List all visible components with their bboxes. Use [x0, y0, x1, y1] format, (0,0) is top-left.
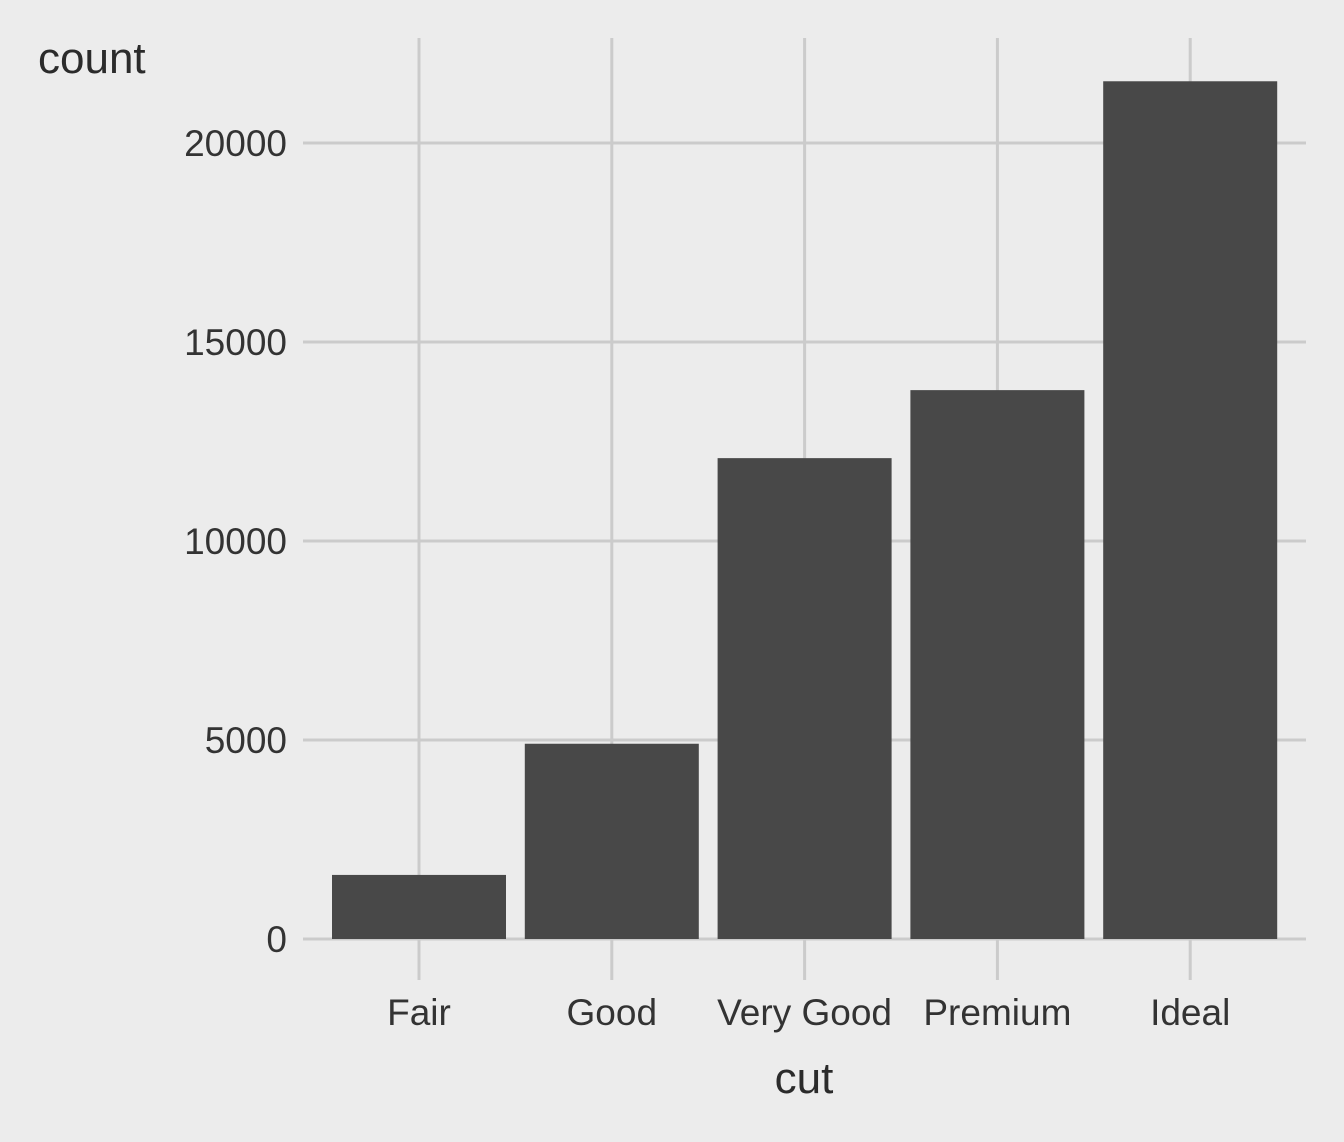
- bar-fair: [332, 874, 506, 939]
- x-tick-label: Very Good: [717, 992, 892, 1033]
- x-tick-label: Fair: [387, 992, 451, 1033]
- bar-good: [524, 743, 699, 939]
- y-tick-label: 15000: [184, 322, 287, 363]
- y-tick-label: 5000: [205, 720, 287, 761]
- y-tick-label: 20000: [184, 123, 287, 164]
- bar-ideal: [1103, 81, 1278, 939]
- x-axis-title: cut: [775, 1054, 834, 1103]
- y-tick-labels: 0 5000 10000 15000 20000: [184, 123, 287, 960]
- y-axis-title: count: [38, 34, 146, 83]
- x-tick-label: Ideal: [1150, 992, 1230, 1033]
- bars: [332, 81, 1278, 940]
- bar-premium: [910, 390, 1085, 940]
- x-tick-label: Premium: [923, 992, 1071, 1033]
- y-tick-label: 0: [266, 919, 287, 960]
- bar-very-good: [717, 458, 892, 939]
- x-tick-labels: Fair Good Very Good Premium Ideal: [387, 992, 1230, 1033]
- x-tick-label: Good: [567, 992, 658, 1033]
- y-tick-label: 10000: [184, 521, 287, 562]
